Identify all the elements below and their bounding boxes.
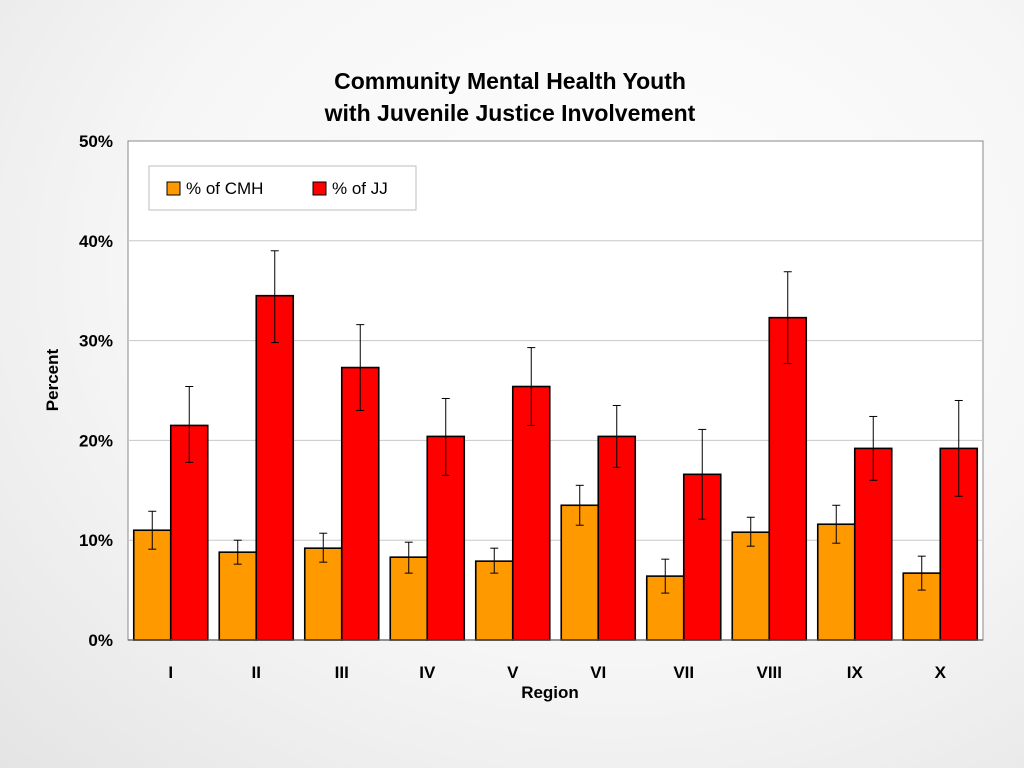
- bar-cmh-II: [218, 551, 258, 641]
- y-tick-label: 10%: [79, 531, 113, 550]
- legend-label-cmh: % of CMH: [186, 179, 263, 198]
- legend-swatch-cmh: [166, 181, 181, 196]
- error-bar-jj-VI: [612, 404, 621, 468]
- y-axis-ticks: 0% 10% 20% 30% 40% 50%: [79, 132, 113, 650]
- x-axis-title: Region: [521, 683, 579, 702]
- x-tick-label: VIII: [756, 663, 782, 682]
- error-bar-cmh-VII: [661, 558, 670, 594]
- error-bar-jj-X: [954, 399, 963, 497]
- error-bar-jj-IV: [441, 397, 450, 476]
- x-tick-label: VII: [673, 663, 694, 682]
- x-tick-label: V: [507, 663, 519, 682]
- error-bar-jj-VII: [698, 428, 707, 520]
- x-tick-label: X: [935, 663, 947, 682]
- chart-title-line-1: Community Mental Health Youth: [334, 68, 686, 94]
- bar-jj-II: [255, 294, 295, 641]
- bar-cmh-VI: [560, 504, 600, 641]
- error-bar-cmh-II: [233, 539, 242, 565]
- x-tick-label: IV: [419, 663, 436, 682]
- y-tick-label: 30%: [79, 332, 113, 351]
- error-bar-cmh-IX: [832, 504, 841, 544]
- error-bars: [148, 250, 963, 594]
- error-bar-jj-V: [527, 347, 536, 426]
- error-bar-jj-VIII: [783, 271, 792, 365]
- error-bar-cmh-IV: [404, 541, 413, 574]
- legend-box: [148, 165, 417, 211]
- legend-swatch-jj: [312, 181, 327, 196]
- x-axis-ticks: I II III IV V VI VII VIII IX X: [168, 663, 946, 682]
- bar-jj-III: [340, 366, 380, 641]
- y-axis-title: Percent: [43, 348, 62, 411]
- y-tick-label: 40%: [79, 232, 113, 251]
- x-tick-label: III: [335, 663, 349, 682]
- error-bar-jj-III: [356, 324, 365, 411]
- y-tick-label: 0%: [88, 631, 113, 650]
- x-tick-label: I: [168, 663, 173, 682]
- error-bar-cmh-VIII: [746, 516, 755, 547]
- bar-jj-V: [511, 385, 551, 641]
- error-bar-jj-IX: [869, 415, 878, 481]
- chart-title-line-2: with Juvenile Justice Involvement: [324, 100, 696, 126]
- error-bar-jj-I: [185, 386, 194, 463]
- error-bar-cmh-I: [148, 510, 157, 550]
- y-tick-label: 20%: [79, 431, 113, 450]
- error-bar-jj-II: [270, 250, 279, 344]
- legend-label-jj: % of JJ: [332, 179, 388, 198]
- x-tick-label: II: [252, 663, 261, 682]
- error-bar-cmh-V: [490, 547, 499, 574]
- x-tick-label: IX: [847, 663, 864, 682]
- x-tick-label: VI: [590, 663, 606, 682]
- error-bar-cmh-VI: [575, 484, 584, 526]
- y-tick-label: 50%: [79, 132, 113, 151]
- error-bar-cmh-III: [319, 532, 328, 563]
- legend: % of CMH % of JJ: [148, 165, 417, 211]
- error-bar-cmh-X: [917, 555, 926, 591]
- bar-jj-VIII: [768, 316, 808, 641]
- bar-cmh-VIII: [731, 531, 771, 641]
